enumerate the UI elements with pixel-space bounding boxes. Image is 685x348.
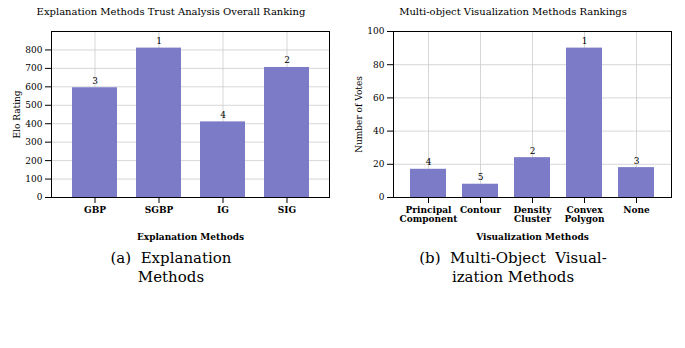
svg-text:800: 800	[25, 45, 42, 55]
svg-text:80: 80	[373, 60, 385, 70]
html-text:(b) Multi-Object Visual- izati: (b) Multi-Object Visual- ization Methods	[419, 249, 607, 286]
svg-text:ConvexPolygon: ConvexPolygon	[564, 205, 604, 224]
svg-text:5: 5	[478, 172, 484, 182]
svg-text:4: 4	[220, 110, 226, 120]
svg-text:4: 4	[426, 157, 432, 167]
svg-text:SIG: SIG	[278, 205, 296, 215]
svg-text:1: 1	[582, 36, 588, 46]
svg-text:IG: IG	[217, 205, 229, 215]
svg-text:200: 200	[25, 155, 42, 165]
svg-text:700: 700	[25, 63, 42, 73]
svg-text:None: None	[623, 205, 650, 215]
svg-text:Visualization Methods: Visualization Methods	[475, 232, 588, 242]
html-text:Multi-object Visualization Met: Multi-object Visualization Methods Ranki…	[399, 6, 627, 17]
svg-text:20: 20	[373, 159, 385, 169]
svg-text:300: 300	[25, 137, 42, 147]
html-text:Explanation Methods Trust Anal: Explanation Methods Trust Analysis Overa…	[36, 6, 306, 17]
svg-text:40: 40	[373, 126, 385, 136]
svg-text:PrincipalComponent: PrincipalComponent	[400, 205, 459, 224]
svg-text:400: 400	[25, 119, 42, 129]
svg-text:2: 2	[284, 55, 290, 65]
svg-text:Explanation Methods: Explanation Methods	[137, 232, 244, 242]
svg-text:GBP: GBP	[84, 205, 106, 215]
svg-text:SGBP: SGBP	[145, 205, 174, 215]
svg-text:3: 3	[634, 156, 640, 166]
svg-text:Contour: Contour	[460, 205, 501, 215]
html-text:(a) Explanation Methods: (a) Explanation Methods	[110, 249, 232, 286]
svg-text:100: 100	[25, 174, 42, 184]
svg-text:0: 0	[379, 192, 385, 202]
svg-text:2: 2	[530, 146, 536, 156]
svg-text:60: 60	[373, 93, 385, 103]
svg-text:0: 0	[37, 192, 43, 202]
svg-text:3: 3	[92, 76, 98, 86]
svg-text:600: 600	[25, 82, 42, 92]
svg-text:DensityCluster: DensityCluster	[514, 205, 553, 224]
svg-text:Elo Rating: Elo Rating	[12, 90, 22, 138]
svg-text:1: 1	[156, 36, 162, 46]
svg-text:Number of Votes: Number of Votes	[354, 76, 364, 153]
svg-text:100: 100	[367, 26, 384, 36]
svg-text:500: 500	[25, 100, 42, 110]
